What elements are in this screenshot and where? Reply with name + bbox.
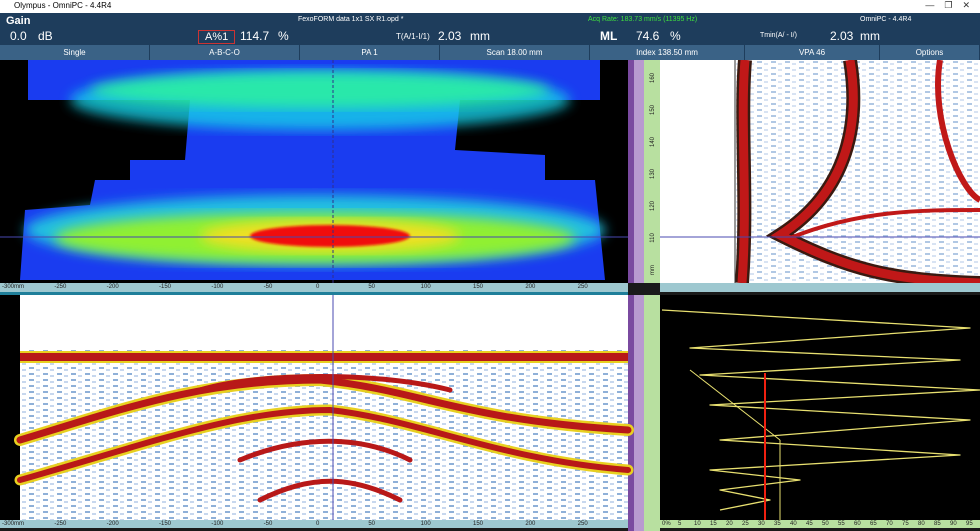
ruler-label: -100 <box>211 284 224 290</box>
toolbar-button[interactable]: Index 138.50 mm <box>590 45 745 60</box>
ruler-label: 250 <box>577 284 588 290</box>
status-bar: Gain FexoFORM data 1x1 SX R1.opd * Acq R… <box>0 13 980 45</box>
ruler-label: 150 <box>650 104 657 116</box>
ruler-label: 40 <box>790 521 797 527</box>
toolbar-button[interactable]: Scan 18.00 mm <box>440 45 590 60</box>
ruler-label: 200 <box>525 521 536 527</box>
ruler-label: 130 <box>650 168 657 180</box>
ruler-label: 5 <box>678 521 682 527</box>
ruler-label: 150 <box>473 521 484 527</box>
ml-unit: % <box>670 29 681 43</box>
ruler-label: 80 <box>918 521 925 527</box>
t-unit: mm <box>470 29 490 43</box>
ruler-label: 30 <box>758 521 765 527</box>
toolbar-button[interactable]: PA 1 <box>300 45 440 60</box>
ruler-label: 70 <box>886 521 893 527</box>
ruler-label: -100 <box>211 521 224 527</box>
ruler-label: 50 <box>368 284 376 290</box>
c-scan <box>0 60 628 283</box>
window-controls[interactable]: — ❐ ✕ <box>925 0 970 10</box>
ruler-label: 95 <box>966 521 973 527</box>
product: OmniPC - 4.4R4 <box>860 16 912 23</box>
toolbar-button[interactable]: Options <box>880 45 980 60</box>
views <box>0 60 980 531</box>
gate-label[interactable]: A%1 <box>198 30 236 44</box>
ml-value: 74.6 <box>636 29 660 43</box>
gate-unit: % <box>278 29 289 43</box>
ruler-label: -50 <box>263 521 273 527</box>
ruler-label: 0% <box>662 521 671 527</box>
ruler-label: 65 <box>870 521 877 527</box>
ruler-label: -300mm <box>2 521 25 527</box>
ruler-label: 140 <box>650 136 657 148</box>
window-title: Olympus - OmniPC - 4.4R4 <box>14 1 112 10</box>
ruler-label: -300mm <box>2 284 25 290</box>
title-bar: Olympus - OmniPC - 4.4R4 — ❐ ✕ <box>0 0 980 14</box>
ruler-label: 100 <box>420 521 431 527</box>
ruler-label: 90 <box>950 521 957 527</box>
b-scan <box>0 295 634 520</box>
ruler-label: 150 <box>473 284 484 290</box>
ml-label: ML <box>600 29 618 43</box>
ruler-label: 85 <box>934 521 941 527</box>
ruler-label: -50 <box>263 284 273 290</box>
toolbar-button[interactable]: VPA 46 <box>745 45 880 60</box>
ruler-label: 120 <box>650 200 657 212</box>
ruler-label: 20 <box>726 521 733 527</box>
ruler-label: -250 <box>54 521 67 527</box>
t-label: T(A/1-I/1) <box>396 32 430 41</box>
ruler-label: -150 <box>159 284 172 290</box>
ruler-label: 25 <box>742 521 749 527</box>
ruler-label: 75 <box>902 521 909 527</box>
ruler-label: 50 <box>822 521 829 527</box>
ruler-label: 50 <box>368 521 376 527</box>
ruler-label: 0 <box>316 521 320 527</box>
ruler-label: -200 <box>106 284 119 290</box>
ruler-label: 200 <box>525 284 536 290</box>
tmin-label: Tmin(A/ - I/) <box>760 32 797 39</box>
a-scan <box>660 295 980 520</box>
ruler-label: 110 <box>649 233 656 243</box>
gain-label: Gain <box>6 15 31 27</box>
ruler-label: 100 <box>420 284 431 290</box>
gate-value: 114.7 <box>240 29 270 43</box>
file-name: FexoFORM data 1x1 SX R1.opd * <box>298 16 404 23</box>
ruler-label: -150 <box>159 521 172 527</box>
ruler-label: 250 <box>577 521 588 527</box>
ruler-label: 35 <box>774 521 781 527</box>
ruler-label: mm <box>650 265 656 275</box>
ruler-label: 10 <box>694 521 701 527</box>
tmin-unit: mm <box>860 29 880 43</box>
gain-value: 0.0 <box>10 29 27 43</box>
ruler-label: 60 <box>854 521 861 527</box>
ruler-label: 45 <box>806 521 813 527</box>
ruler-label: -250 <box>54 284 67 290</box>
ruler-label: 15 <box>710 521 717 527</box>
toolbar-button[interactable]: A-B-C-O <box>150 45 300 60</box>
ruler-label: 160 <box>650 72 657 84</box>
t-value: 2.03 <box>438 29 462 43</box>
ruler-label: 55 <box>838 521 845 527</box>
ruler-label: 0 <box>316 284 320 290</box>
ruler-label: -200 <box>106 521 119 527</box>
b-scan-side <box>660 60 980 290</box>
toolbar-button[interactable]: Single <box>0 45 150 60</box>
tmin-value: 2.03 <box>830 29 854 43</box>
acq-rate: Acq Rate: 183.73 mm/s (11395 Hz) <box>588 16 698 23</box>
gain-unit: dB <box>38 29 53 43</box>
